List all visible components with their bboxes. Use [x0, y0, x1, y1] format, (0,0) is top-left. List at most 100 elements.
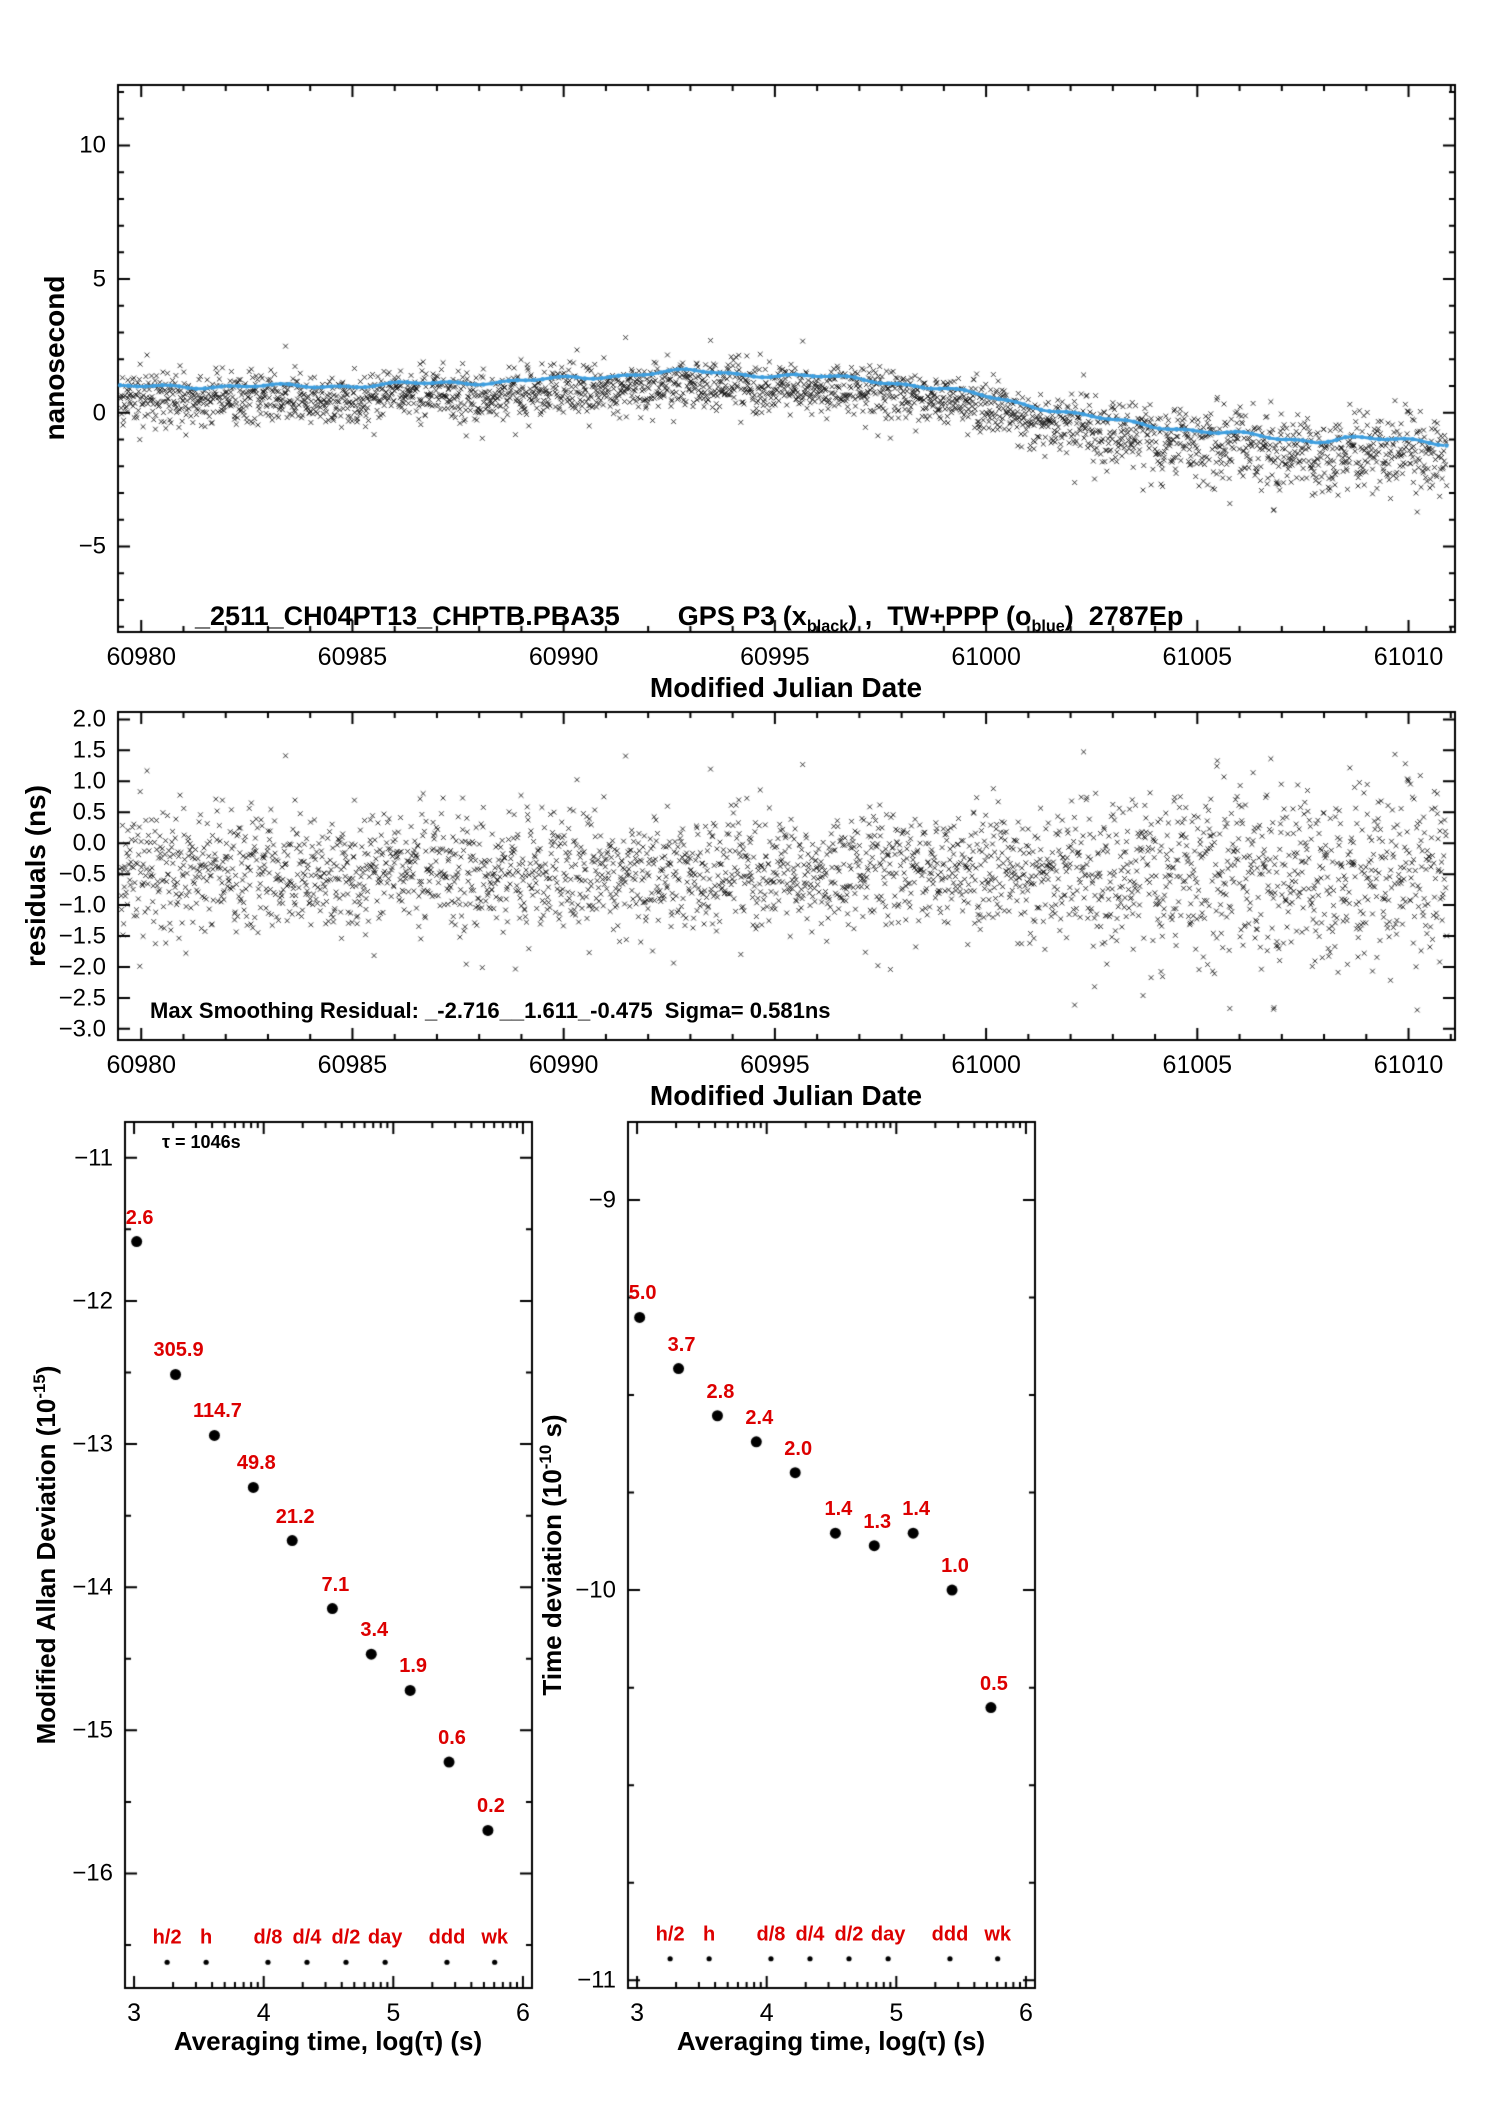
point-value-label: 3.7 [667, 1333, 696, 1356]
x-tick-label: 60980 [106, 643, 176, 671]
y-tick-label: 1.0 [72, 767, 106, 795]
x-tick-label: 61010 [1373, 643, 1444, 671]
tw-series-label: ) , TW+PPP (o [848, 601, 1032, 631]
gps-series-label: GPS P3 (x [677, 601, 807, 631]
y-tick-label: −1.5 [58, 922, 106, 950]
tdev-x-axis-label: Averaging time, log(τ) (s) [676, 2026, 986, 2056]
top-chart-annotation: _2511_CH04PT13_CHPTB.PBA35 GPS P3 (xblack… [150, 570, 1183, 667]
y-tick-label: −13 [72, 1430, 113, 1458]
mdev-y-axis-label: Modified Allan Deviation (10-15) [30, 1366, 62, 1745]
x-tick-label: 6 [515, 1999, 530, 2027]
period-label: d/8 [253, 1926, 283, 1949]
y-tick-label: −5 [78, 532, 106, 560]
y-tick-label: −0.5 [58, 860, 106, 888]
tdev-y-label-close: s) [536, 1414, 567, 1445]
tdev-y-label-exponent: -10 [536, 1444, 556, 1470]
point-value-label: 0.6 [438, 1727, 466, 1750]
y-tick-label: 1.5 [72, 736, 106, 764]
y-tick-label: −3.0 [58, 1015, 106, 1043]
x-tick-label: 61000 [951, 1051, 1021, 1079]
y-tick-label: 5 [92, 265, 106, 293]
x-tick-label: 3 [127, 1999, 142, 2027]
top-x-axis-label: Modified Julian Date [649, 672, 923, 703]
x-tick-label: 60985 [317, 643, 388, 671]
x-tick-label: 60990 [528, 643, 599, 671]
y-tick-label: −16 [72, 1859, 113, 1887]
x-tick-label: 60985 [317, 1051, 388, 1079]
x-tick-label: 5 [386, 1999, 401, 2027]
point-value-label: 5.0 [628, 1282, 657, 1305]
residuals-y-axis-label: residuals (ns) [20, 784, 51, 968]
period-label: h/2 [655, 1923, 685, 1946]
x-tick-label: 4 [759, 1999, 774, 2027]
tau-note: τ = 1046s [162, 1132, 241, 1152]
point-value-label: 49.8 [236, 1452, 276, 1475]
x-tick-label: 61000 [951, 643, 1021, 671]
period-label: d/2 [834, 1923, 864, 1946]
point-value-label: 1.4 [902, 1498, 931, 1521]
point-value-label: 1.4 [824, 1498, 853, 1521]
period-label: h [703, 1923, 716, 1946]
residuals-annotation: Max Smoothing Residual: _-2.716__1.611_-… [150, 998, 831, 1023]
point-value-label: 305.9 [153, 1339, 204, 1362]
x-tick-label: 61005 [1162, 643, 1233, 671]
period-label: d/8 [756, 1923, 786, 1946]
y-tick-label: −14 [72, 1573, 113, 1601]
y-tick-label: 0 [92, 399, 106, 427]
period-label: h [200, 1926, 213, 1949]
y-tick-label: −10 [575, 1576, 616, 1604]
point-value-label: 21.2 [275, 1505, 315, 1528]
point-value-label: 2.8 [706, 1380, 735, 1403]
period-label: wk [481, 1926, 508, 1949]
point-value-label: 2.4 [745, 1406, 774, 1429]
mdev-y-label-close: ) [30, 1365, 61, 1375]
point-value-label: 1.9 [399, 1655, 428, 1678]
tdev-y-axis-label: Time deviation (10-10 s) [536, 1414, 568, 1695]
top-y-axis-label: nanosecond [39, 275, 70, 441]
mdev-x-axis-label: Averaging time, log(τ) (s) [173, 2026, 483, 2056]
period-label: wk [984, 1923, 1011, 1946]
point-value-label: 1.0 [941, 1555, 969, 1578]
period-label: d/4 [292, 1926, 322, 1949]
point-value-label: 0.2 [477, 1795, 505, 1818]
y-tick-label: −15 [72, 1716, 113, 1744]
x-tick-label: 60980 [106, 1051, 176, 1079]
gps-series-sub: black [806, 617, 849, 636]
point-value-label: 7.1 [321, 1573, 350, 1596]
period-label: day [367, 1926, 403, 1949]
point-value-label: 114.7 [192, 1400, 242, 1423]
period-label: ddd [931, 1923, 969, 1946]
period-label: h/2 [152, 1926, 182, 1949]
point-value-label: 0.5 [980, 1672, 1008, 1695]
tw-series-sub: blue [1031, 617, 1065, 636]
x-tick-label: 61005 [1162, 1051, 1233, 1079]
y-tick-label: −11 [74, 1144, 113, 1172]
y-tick-label: −2.5 [58, 984, 106, 1012]
point-value-label: 3.4 [360, 1619, 389, 1642]
x-tick-label: 61010 [1373, 1051, 1444, 1079]
point-value-label: 1.3 [863, 1510, 892, 1533]
x-tick-label: 6 [1018, 1999, 1033, 2027]
point-value-label: 2.0 [784, 1437, 813, 1460]
x-tick-label: 60990 [528, 1051, 599, 1079]
mdev-y-label-text: Modified Allan Deviation (10 [30, 1398, 61, 1745]
file-id-label: _2511_CH04PT13_CHPTB.PBA35 [195, 601, 620, 631]
period-label: ddd [428, 1926, 466, 1949]
y-tick-label: 10 [79, 131, 106, 159]
y-tick-label: 0.0 [72, 829, 106, 857]
y-tick-label: −9 [588, 1186, 616, 1214]
point-value-label: 2.6 [125, 1206, 154, 1229]
x-tick-label: 4 [256, 1999, 271, 2027]
tdev-y-label-text: Time deviation (10 [536, 1469, 567, 1696]
x-tick-label: 3 [630, 1999, 645, 2027]
y-tick-label: −2.0 [58, 953, 106, 981]
y-tick-label: −12 [72, 1287, 113, 1315]
period-label: d/4 [795, 1923, 825, 1946]
y-tick-label: −1.0 [58, 891, 106, 919]
period-label: d/2 [331, 1926, 361, 1949]
period-label: day [870, 1923, 906, 1946]
y-tick-label: 0.5 [72, 798, 106, 826]
